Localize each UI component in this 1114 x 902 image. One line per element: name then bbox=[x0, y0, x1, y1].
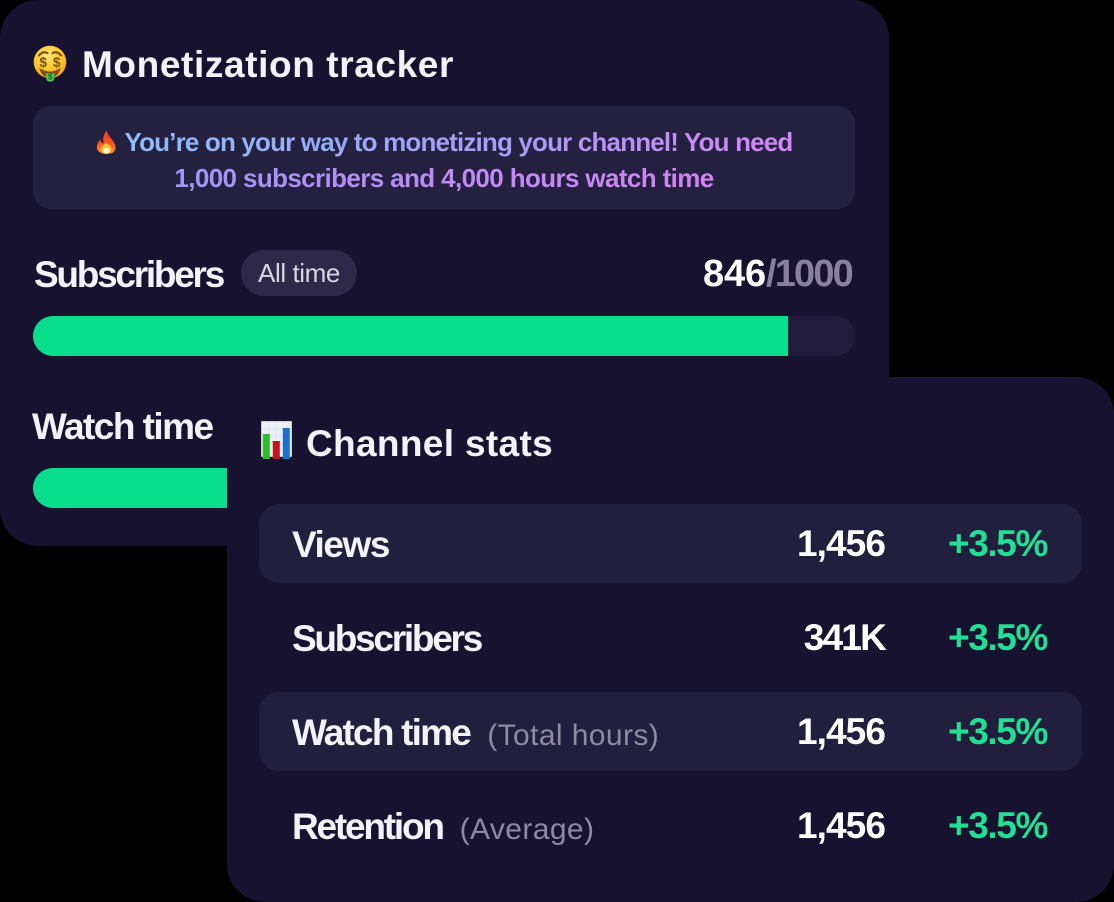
svg-text:$: $ bbox=[48, 72, 53, 82]
svg-text:$: $ bbox=[39, 55, 47, 70]
svg-text:$: $ bbox=[53, 55, 61, 70]
